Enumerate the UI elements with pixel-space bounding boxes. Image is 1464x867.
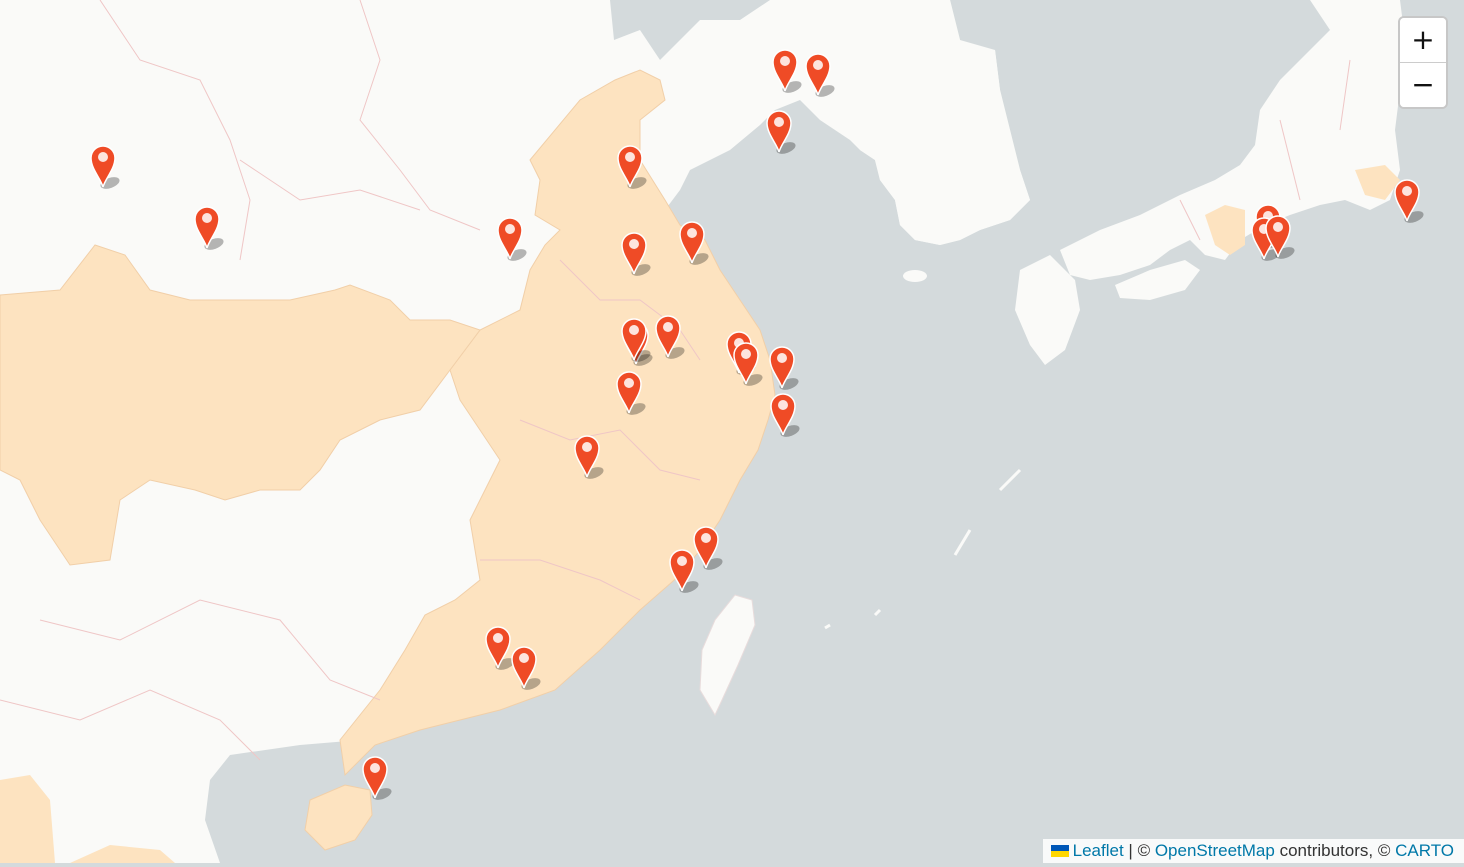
korean-peninsula — [860, 0, 1030, 245]
marker-pin-icon — [90, 144, 120, 189]
map-marker[interactable] — [1392, 177, 1424, 223]
map-marker[interactable] — [615, 143, 647, 189]
map-marker[interactable] — [495, 215, 527, 261]
map-marker[interactable] — [770, 47, 802, 93]
map-marker[interactable] — [483, 624, 515, 670]
marker-pin-icon — [485, 626, 515, 670]
japan-honshu — [1060, 0, 1405, 280]
marker-pin-icon — [1265, 215, 1295, 259]
marker-pin-icon — [574, 434, 604, 479]
zoom-control: + − — [1398, 16, 1448, 109]
openstreetmap-link[interactable]: OpenStreetMap — [1154, 841, 1275, 860]
map-marker[interactable] — [677, 219, 709, 265]
taiwan-island — [699, 594, 756, 717]
ukraine-flag-icon — [1050, 845, 1069, 857]
attribution-copyright: © — [1137, 841, 1151, 860]
highlight-west-china — [0, 244, 481, 566]
marker-pin-icon — [679, 220, 709, 265]
marker-pin-icon — [769, 345, 799, 390]
japan-kyushu — [1015, 255, 1080, 365]
map-marker[interactable] — [667, 547, 699, 593]
marker-pin-icon — [772, 49, 802, 93]
hainan-island — [304, 784, 373, 851]
marker-pin-icon — [510, 645, 541, 690]
ryukyu-islands — [824, 468, 1022, 630]
zoom-in-button[interactable]: + — [1400, 18, 1446, 62]
marker-pin-icon — [497, 217, 527, 261]
province-borders — [0, 0, 1351, 761]
leaflet-link[interactable]: Leaflet — [1072, 841, 1124, 860]
map-marker[interactable] — [768, 391, 800, 438]
marker-pin-icon — [805, 53, 835, 97]
marker-pin-icon — [621, 232, 651, 276]
map-marker[interactable] — [731, 340, 763, 386]
map-marker[interactable] — [360, 754, 393, 800]
highlight-south — [70, 845, 175, 863]
attribution: Leaflet | © OpenStreetMap contributors, … — [1042, 839, 1464, 863]
map-marker[interactable] — [1263, 213, 1295, 259]
marker-pin-icon — [615, 371, 646, 415]
map-marker[interactable] — [803, 51, 835, 97]
japan-shikoku — [1115, 260, 1200, 300]
japan-hokkaido — [1310, 0, 1380, 30]
highlight-kanto — [1355, 165, 1400, 200]
marker-pin-icon — [770, 393, 800, 438]
map-marker[interactable] — [619, 230, 651, 276]
marker-pin-icon — [1394, 179, 1424, 223]
zoom-out-button[interactable]: − — [1400, 62, 1446, 107]
marker-pin-icon — [193, 205, 224, 250]
map-marker[interactable] — [509, 644, 541, 690]
marker-pin-icon — [621, 318, 651, 363]
map-marker[interactable] — [88, 143, 120, 189]
map-marker[interactable] — [653, 313, 685, 359]
map-marker[interactable] — [614, 369, 646, 415]
marker-pin-icon — [655, 315, 685, 359]
marker-pin-icon — [733, 342, 763, 386]
map-marker[interactable] — [619, 316, 651, 363]
marker-pin-icon — [765, 110, 796, 154]
map-marker[interactable] — [192, 204, 224, 250]
carto-link[interactable]: CARTO — [1395, 841, 1454, 860]
highlight-southwest — [0, 775, 55, 863]
attribution-separator: | — [1128, 841, 1133, 860]
highlight-kansai — [1205, 205, 1245, 255]
map-marker[interactable] — [764, 108, 796, 154]
jeju-island — [903, 270, 927, 282]
marker-pin-icon — [362, 756, 393, 800]
map-marker[interactable] — [691, 524, 723, 570]
map-marker[interactable] — [572, 433, 604, 479]
marker-pin-icon — [693, 526, 723, 570]
attribution-contributors: contributors, © — [1279, 841, 1391, 860]
map-marker[interactable] — [767, 344, 799, 390]
marker-pin-icon — [669, 549, 699, 593]
marker-pin-icon — [617, 144, 647, 189]
